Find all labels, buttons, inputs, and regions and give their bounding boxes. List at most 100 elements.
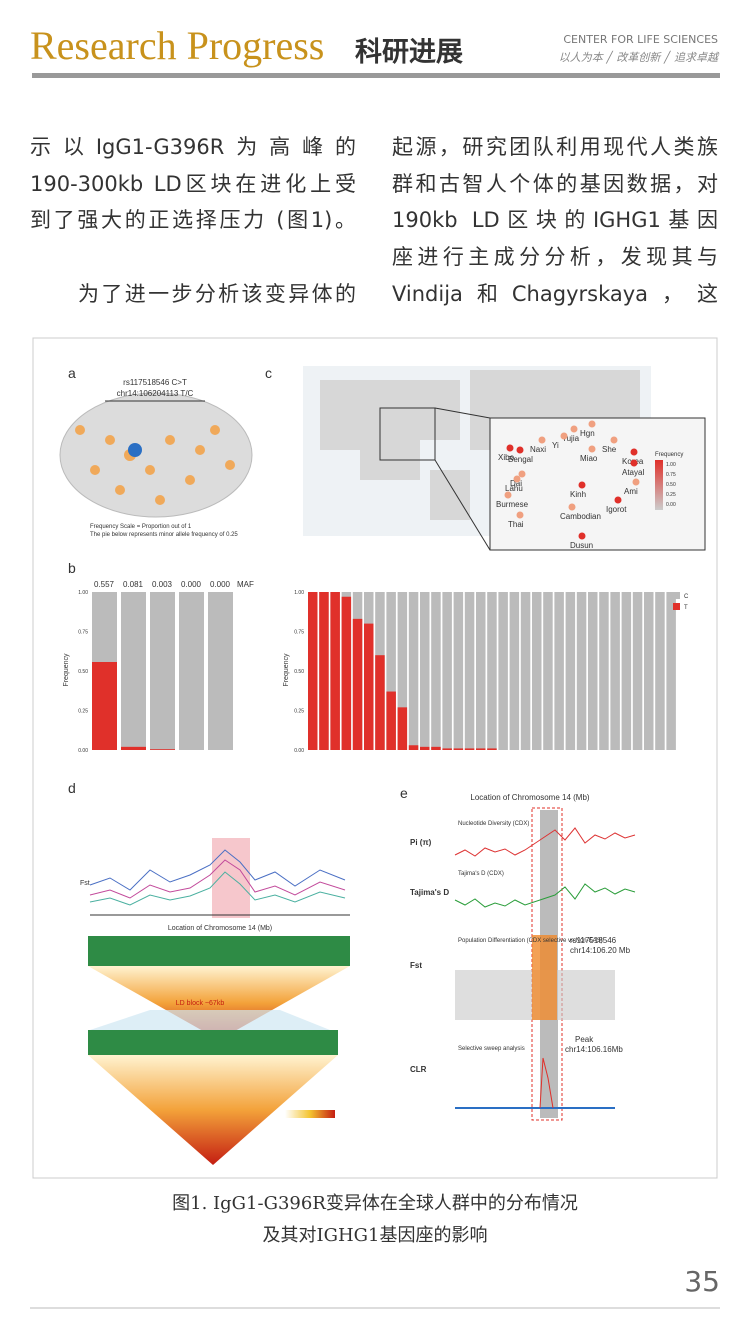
map-dots [75, 425, 235, 505]
track-label: Tajima's D [410, 888, 449, 897]
bar [330, 592, 340, 750]
figure-text: 0.50 [666, 482, 676, 488]
figure-text: MAF [237, 580, 254, 589]
bar [364, 623, 374, 750]
population-dot [513, 475, 521, 483]
figure-text: 0.557 [94, 580, 115, 589]
legend-swatch [673, 603, 680, 610]
inset-map [489, 417, 706, 551]
bar-bg [464, 592, 475, 750]
motto: 追求卓越 [674, 51, 718, 64]
bar-bg [476, 592, 486, 750]
header-org: CENTER FOR LIFE SCIENCES [563, 33, 718, 46]
highlight [212, 838, 250, 918]
population-label: Atayal [622, 468, 644, 477]
bar [464, 748, 475, 750]
bar [341, 596, 352, 750]
bar [453, 748, 464, 750]
population-label: Naxi [530, 445, 546, 454]
population-label: Bengal [508, 455, 533, 464]
bar-bg [431, 592, 441, 750]
figure-text: C [684, 594, 689, 600]
figure-text: Location of Chromosome 14 (Mb) [168, 925, 272, 932]
bar-bg [208, 592, 233, 750]
bar-bg [408, 592, 419, 750]
figure-text: 0.50 [78, 669, 88, 675]
fst-lines [89, 849, 346, 906]
bar [308, 592, 318, 750]
body-line: 座进行主成分分析，发现其与 [392, 245, 718, 270]
figure-text: 0.25 [666, 492, 676, 498]
header-title: Research Progress [30, 23, 325, 68]
track-title: Nucleotide Diversity (CDX) [458, 821, 529, 827]
population-dot [516, 446, 524, 454]
track-title: Selective sweep analysis [458, 1046, 525, 1052]
clr-peak [539, 1057, 554, 1109]
bar-bg [498, 592, 508, 750]
bar-bg [565, 592, 576, 750]
figure-text: Peak [575, 1035, 594, 1044]
population-label: Hgn [580, 429, 595, 438]
figure-text: 0.003 [152, 580, 173, 589]
body-line: 190kb LD区块的IGHG1基因 [392, 208, 718, 233]
bar-bg [386, 592, 396, 750]
bar [92, 661, 117, 750]
figure-text: Frequency [655, 452, 683, 458]
zoom-box [379, 407, 436, 461]
color-scale [285, 1110, 335, 1118]
bar-bg [532, 592, 542, 750]
pi-track [454, 827, 636, 857]
motto: 以人为本 [558, 51, 603, 64]
figure-text: rs117518546 C>T [123, 378, 187, 387]
caption-line: 图1. IgG1-G396R变异体在全球人群中的分布情况 [172, 1193, 578, 1214]
population-label: Tujia [562, 434, 580, 443]
population-dot [588, 445, 596, 453]
legend-swatch [673, 592, 680, 599]
figure-text: c [265, 365, 272, 381]
bar-bg [487, 592, 497, 750]
figure-text: 0.000 [181, 580, 202, 589]
bar [121, 746, 146, 750]
population-dot [538, 436, 546, 444]
bar [487, 748, 497, 750]
bar [319, 592, 329, 750]
figure-text: 0.000 [210, 580, 231, 589]
motto: 改革创新 [616, 51, 661, 64]
bar [375, 655, 385, 750]
bar-bg [576, 592, 587, 750]
header-title-cn: 科研进展 [355, 37, 463, 68]
body-line: 到了强大的正选择压力 (图1)。 [30, 208, 356, 232]
page-number: 35 [684, 1265, 720, 1298]
population-label: Lahu [505, 484, 523, 493]
bar-bg [588, 592, 598, 750]
zoom [90, 1010, 330, 1030]
figure-text: Frequency [63, 653, 70, 687]
population-dot [614, 496, 622, 504]
header-mottos: 以人为本 ╱ 改革创新 ╱ 追求卓越 [558, 51, 718, 64]
body-line: 示以IgG1-G396R为高峰的 [30, 135, 356, 159]
body-line: 群和古智人个体的基因数据，对 [392, 171, 718, 196]
figure-text: 0.25 [78, 709, 88, 715]
population-dot [630, 448, 638, 456]
track-label: Pi (π) [410, 838, 432, 847]
population-dot [578, 481, 586, 489]
figure-text: 1.00 [294, 590, 304, 596]
track-label: Fst [410, 961, 422, 970]
ld-bar [88, 1030, 338, 1055]
zoom-line [434, 459, 491, 551]
population-dot [506, 444, 514, 452]
track-label: CLR [410, 1065, 427, 1074]
figure-text: 0.25 [294, 709, 304, 715]
figure-text: 0.75 [78, 630, 88, 636]
zoom-line [434, 407, 491, 419]
body-line: 为了进一步分析该变异体的 [78, 282, 356, 306]
population-label: Dai [510, 479, 522, 488]
figure-text: Location of Chromosome 14 (Mb) [470, 793, 590, 802]
figure-text: chr14:106204113 T/C [117, 389, 194, 398]
header-rule [32, 73, 720, 78]
figure-text: d [68, 780, 76, 796]
bar-bg [442, 592, 452, 750]
figure-text: 0.00 [294, 748, 304, 754]
